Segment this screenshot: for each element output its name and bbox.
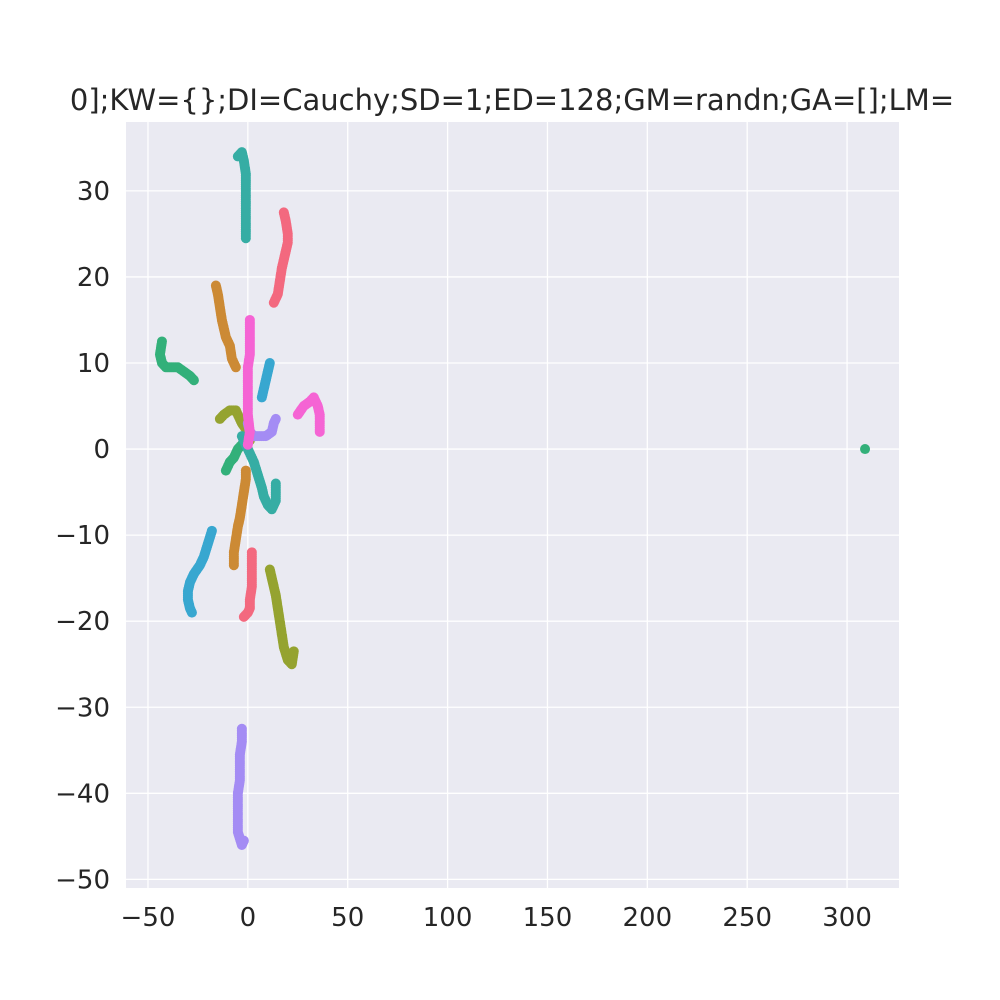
data-point [188,375,199,386]
chart-title: 0];KW={};DI=Cauchy;SD=1;ED=128;GM=randn;… [0,78,1000,122]
data-point [268,297,279,308]
y-tick-label: −10 [55,521,110,551]
data-point [270,478,281,489]
y-tick-label: 0 [93,435,110,465]
data-point [228,560,239,571]
series-3 [228,465,251,571]
x-tick-label: −50 [121,903,176,933]
y-tick-label: 30 [77,177,110,207]
x-tick-label: 300 [822,903,872,933]
x-tick-label: 200 [623,903,673,933]
chart-title-text: 0];KW={};DI=Cauchy;SD=1;ED=128;GM=randn;… [69,83,955,117]
x-tick-label: 100 [423,903,473,933]
y-tick-label: −30 [55,693,110,723]
data-point [238,611,249,622]
series-16 [292,392,325,437]
series-14 [232,723,249,850]
data-point [242,439,253,450]
plot-background [126,122,899,888]
data-point [314,426,325,437]
data-point [186,607,197,618]
data-point [256,392,267,403]
data-point [860,444,871,455]
x-tick-label: 0 [240,903,257,933]
series-0 [268,207,293,308]
x-tick-label: 250 [722,903,772,933]
y-tick-label: −40 [55,779,110,809]
data-point [270,413,281,424]
data-point [288,646,299,657]
series-8 [860,444,871,455]
series-15 [242,314,255,450]
y-tick-label: 10 [77,349,110,379]
y-tick-label: 20 [77,263,110,293]
x-tick-label: 50 [331,903,364,933]
series-6 [154,336,199,386]
gridlines [126,122,899,888]
data-points [154,147,871,850]
data-point [230,362,241,373]
series-1 [238,547,257,622]
data-point [240,233,251,244]
x-tick-label: 150 [523,903,573,933]
data-point [238,835,249,846]
series-12 [182,525,217,618]
series-2 [210,280,241,373]
y-tick-label: −50 [55,865,110,895]
tick-labels: −50 0 50 100 150 200 250 300 −50 −40 −30 −20 −10 0 10 2… [55,177,872,933]
y-tick-label: −20 [55,607,110,637]
series-5 [264,564,299,670]
series-9 [232,147,251,244]
series-11 [256,357,275,403]
